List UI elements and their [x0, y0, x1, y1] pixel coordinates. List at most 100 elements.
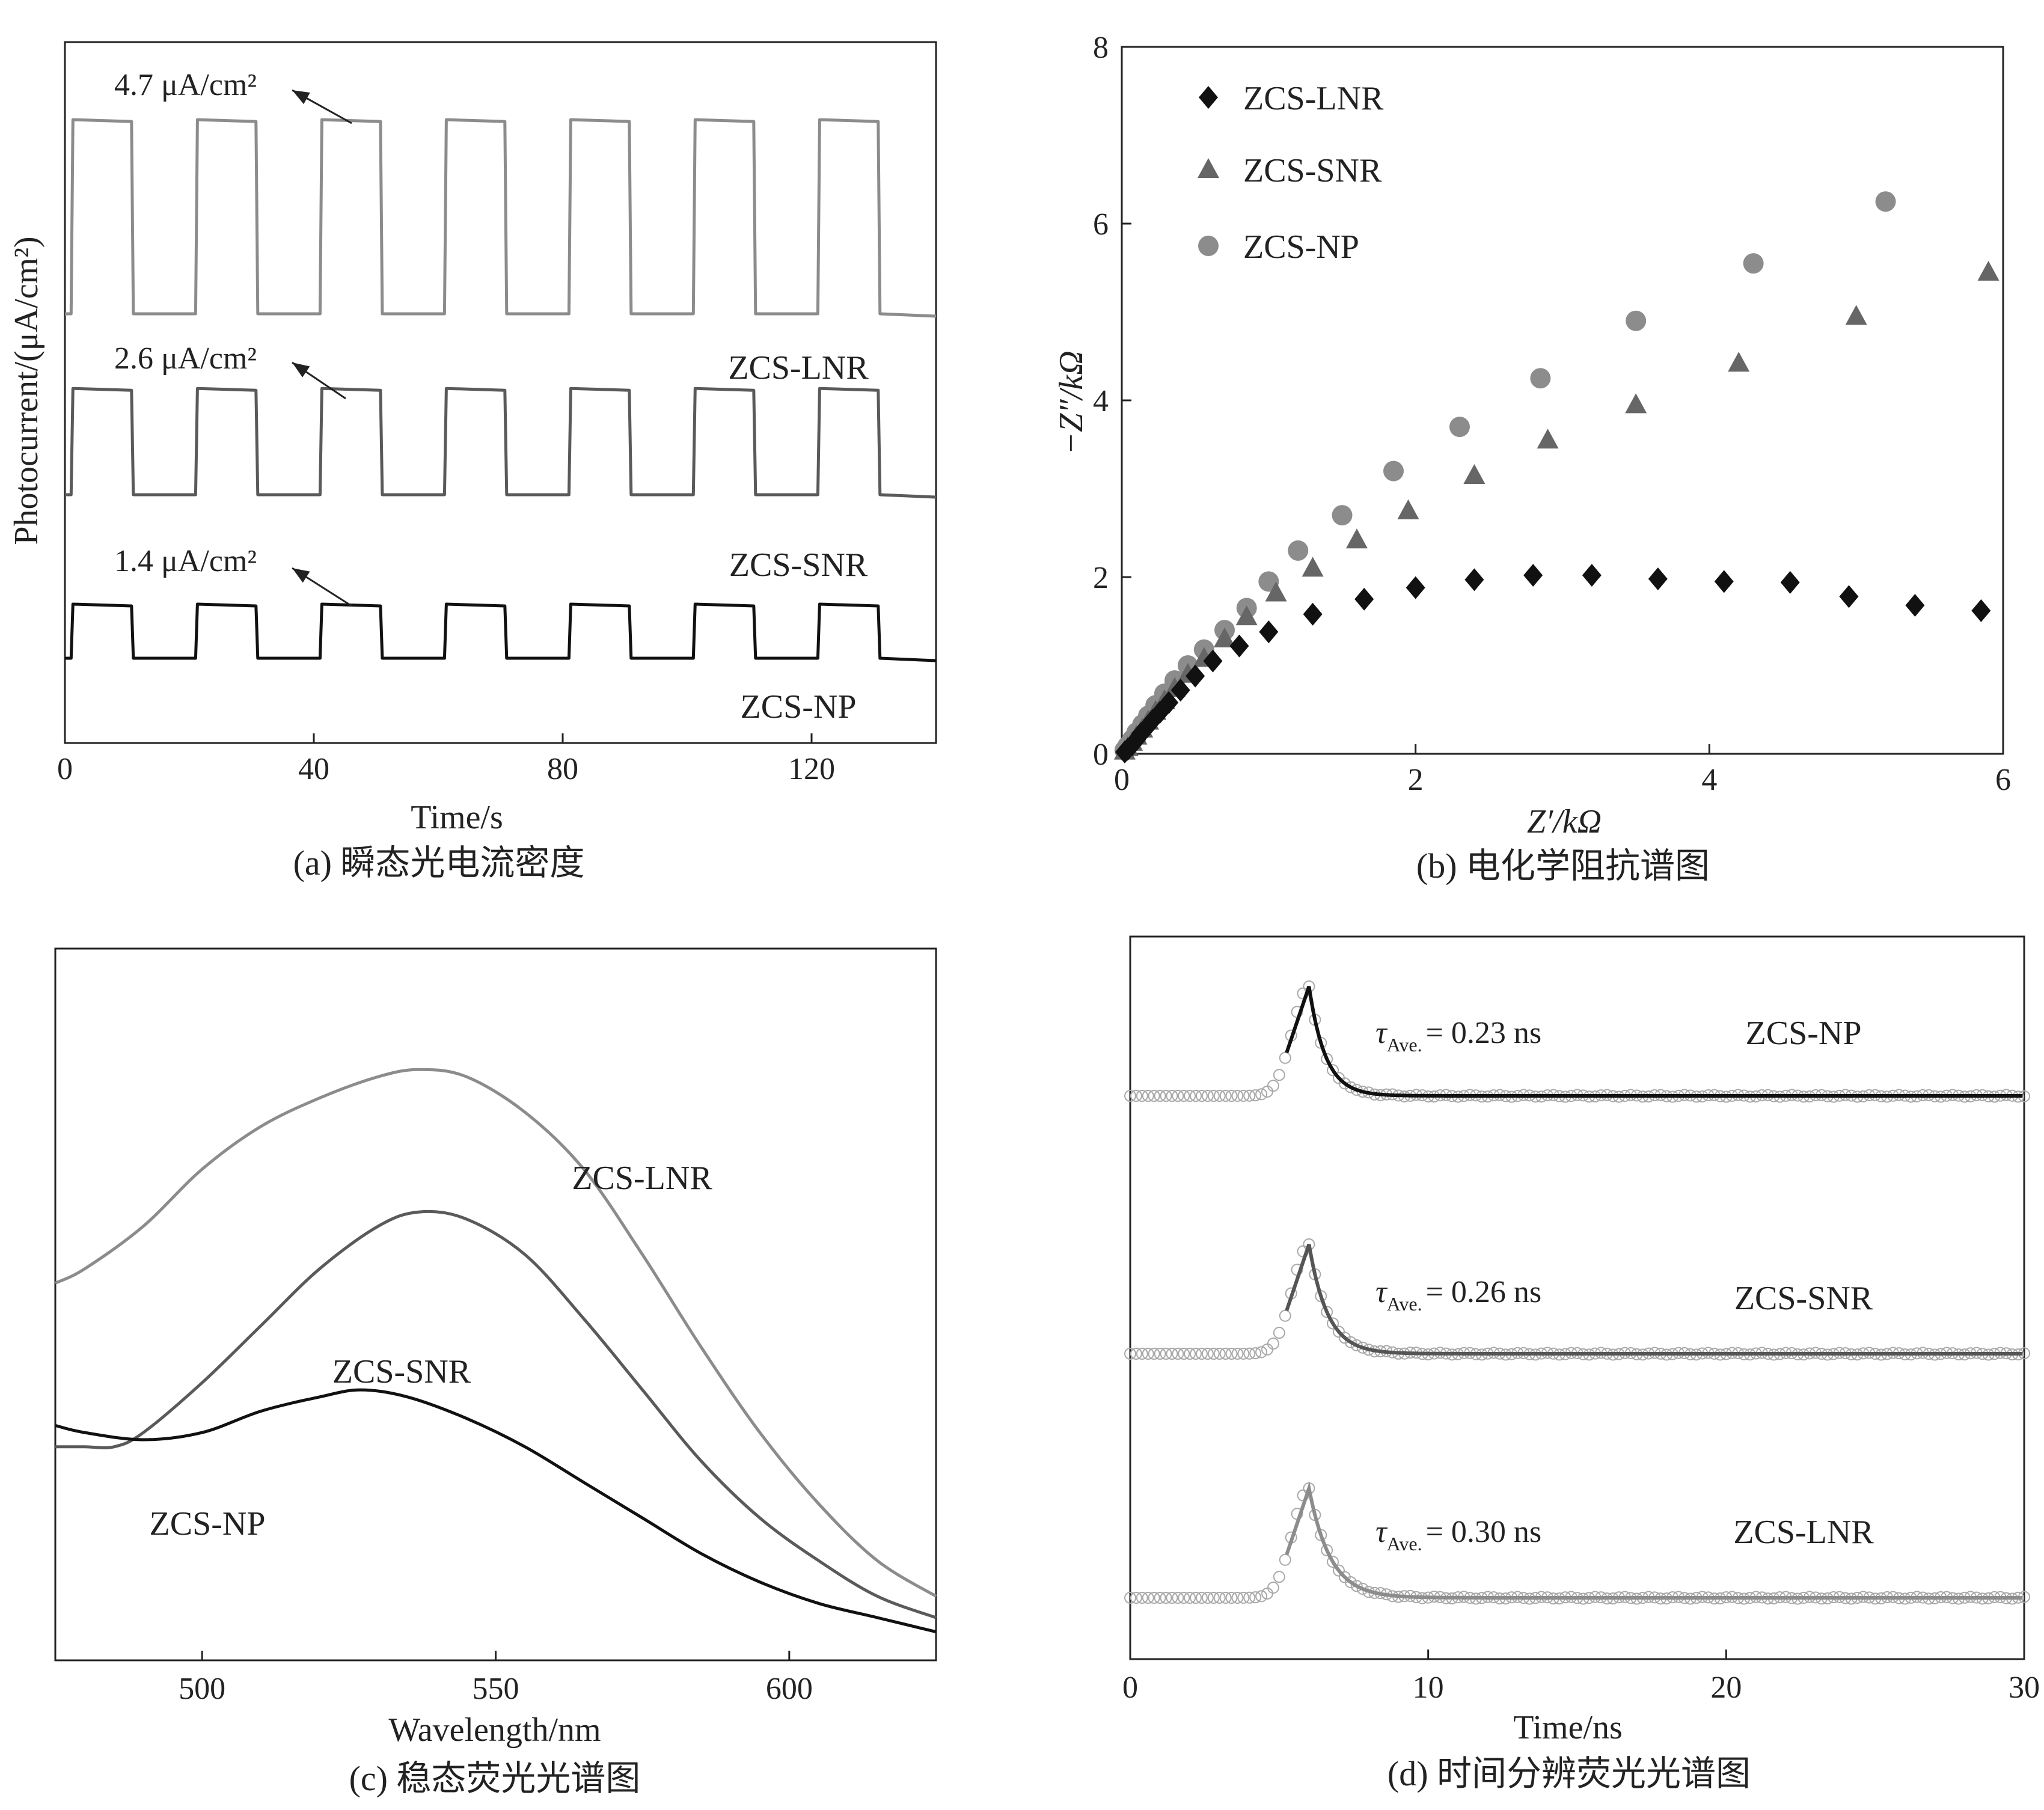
panel-b-point-zcs-lnr: [1523, 564, 1543, 587]
panel-b: 0 2 4 6 0 2 4 6 8 ZCS-LNR ZCS-SNR ZCS-NP Z′/kΩ −Z″…: [1053, 31, 2011, 885]
panel-d-data-point: [1267, 1338, 1279, 1350]
panel-a-frame: [64, 41, 937, 744]
panel-d-data-point: [1225, 1347, 1238, 1360]
panel-a-arrow-head: [292, 90, 310, 105]
panel-b-point-zcs-snr: [1537, 429, 1559, 449]
panel-b-point-zcs-np: [1626, 310, 1647, 331]
panel-d-data-point: [1321, 1306, 1333, 1318]
panel-d-x-tick-label: 30: [2009, 1671, 2040, 1705]
panel-d-data-point: [1231, 1089, 1244, 1102]
panel-d-data-point: [1190, 1348, 1202, 1360]
panel-d-data-point: [1124, 1090, 1136, 1102]
panel-b-point-zcs-lnr: [1303, 602, 1323, 626]
panel-d-data-point: [1350, 1339, 1363, 1351]
panel-d-data-point: [1273, 1327, 1285, 1339]
panel-b-legend-label: ZCS-NP: [1243, 228, 1359, 266]
panel-d-data-point: [1249, 1591, 1262, 1604]
panel-d-data-point: [1172, 1348, 1184, 1360]
panel-b-ylabel: −Z″/kΩ: [1053, 350, 1090, 454]
panel-d-data-point: [1255, 1088, 1268, 1101]
panel-b-legend-marker: [1199, 86, 1218, 109]
panel-d-data-point: [1130, 1090, 1142, 1102]
panel-b-point-zcs-lnr: [1905, 594, 1925, 617]
panel-a-value-label: 1.4 μA/cm²: [114, 544, 257, 578]
panel-d-data-point: [1195, 1348, 1208, 1360]
panel-d-data-point: [1154, 1592, 1166, 1604]
panel-d-data-point: [1344, 1081, 1357, 1093]
tau-symbol: τ: [1375, 1275, 1388, 1309]
panel-c-series-label: ZCS-NP: [150, 1505, 266, 1542]
panel-b-point-zcs-snr: [1845, 305, 1867, 325]
panel-d-data-point: [1136, 1090, 1148, 1102]
panel-d-data-point: [1166, 1592, 1178, 1604]
panel-b-point-zcs-snr: [1397, 499, 1419, 519]
panel-d-data-point: [1184, 1348, 1196, 1360]
panel-b-point-zcs-snr: [1625, 393, 1647, 414]
panel-c-x-tick-label: 500: [179, 1672, 225, 1706]
panel-c-frame: [54, 947, 937, 1662]
panel-d-data-point: [1243, 1347, 1256, 1360]
panel-d-data-point: [1207, 1592, 1220, 1604]
panel-b-point-zcs-lnr: [1464, 568, 1484, 592]
panel-a: 0 40 80 120 ZCS-LNR 4.7 μA/cm² ZCS-SNR 2.6 μA/…: [8, 41, 937, 882]
panel-a-series-zcs-snr: [65, 387, 937, 499]
panel-a-value-label: 4.7 μA/cm²: [114, 68, 257, 102]
panel-d-data-point: [1195, 1592, 1208, 1604]
panel-d-data-point: [1136, 1348, 1148, 1360]
panel-d-data-point: [1279, 1051, 1291, 1064]
panel-d-data-point: [1172, 1090, 1184, 1102]
panel-b-point-zcs-snr: [1463, 463, 1486, 484]
panel-d-data-point: [1124, 1348, 1136, 1360]
panel-b-point-zcs-lnr: [1229, 634, 1249, 658]
panel-d-series-label: ZCS-LNR: [1733, 1514, 1874, 1551]
panel-d-data-point: [1184, 1592, 1196, 1604]
panel-c-series-labels: ZCS-LNR ZCS-SNR ZCS-NP: [150, 1160, 713, 1542]
panel-d-data-point: [1321, 1053, 1333, 1065]
panel-b-point-zcs-np: [1449, 417, 1470, 438]
panel-d-data-point: [1344, 1336, 1357, 1348]
panel-d-data-point: [1142, 1592, 1154, 1604]
panel-a-series: [65, 118, 937, 662]
panel-b-xlabel: Z′/kΩ: [1527, 803, 1602, 840]
panel-d-data-point: [1273, 1571, 1285, 1583]
panel-d-data-point: [1225, 1089, 1238, 1102]
panel-d-data-point: [1267, 1582, 1279, 1594]
panel-c-series-zcs-np: [55, 1388, 937, 1634]
panel-b-y-tick-label: 8: [1093, 31, 1109, 65]
panel-b-point-zcs-lnr: [1354, 587, 1374, 611]
panel-d-data-point: [1160, 1090, 1172, 1102]
panel-b-legend-label: ZCS-SNR: [1243, 152, 1382, 189]
panel-d-data-point: [1231, 1347, 1244, 1360]
panel-b-point-zcs-lnr: [1780, 570, 1800, 594]
panel-d-data-point: [1231, 1591, 1244, 1604]
panel-b-point-zcs-np: [1875, 191, 1896, 212]
panel-b-legend-label: ZCS-LNR: [1243, 80, 1384, 117]
panel-b-point-zcs-snr: [1345, 528, 1368, 549]
panel-d-data-point: [1178, 1090, 1190, 1102]
panel-d-data-point: [1219, 1591, 1232, 1604]
panel-d-data-point: [1190, 1090, 1202, 1102]
panel-d-data-point: [1219, 1089, 1232, 1102]
panel-d-data-point: [1344, 1576, 1357, 1588]
panel-b-point-zcs-np: [1383, 460, 1404, 482]
panel-d-data-point: [1166, 1090, 1178, 1102]
panel-b-y-tick-label: 6: [1093, 207, 1109, 242]
panel-d-data-point: [1148, 1592, 1160, 1604]
panel-a-x-tick-label: 0: [57, 752, 73, 786]
panel-b-y-tick-label: 4: [1093, 384, 1109, 418]
panel-d-data-point: [1184, 1090, 1196, 1102]
panel-d-series-label: ZCS-SNR: [1734, 1280, 1873, 1317]
panel-d-tau-label: τAve. = 0.30 ns: [1375, 1515, 1541, 1555]
panel-b-point-zcs-snr: [1214, 627, 1236, 647]
panel-a-x-tick-label: 120: [788, 752, 835, 786]
panel-a-x-tick-label: 80: [547, 752, 578, 786]
panel-d-data-point: [1321, 1544, 1333, 1556]
panel-d-data-point: [1261, 1085, 1274, 1098]
panel-d-x-tick-label: 0: [1122, 1671, 1138, 1705]
panel-d-data-point: [1261, 1343, 1274, 1356]
panel-d-xlabel: Time/ns: [1513, 1709, 1623, 1746]
panel-d-x-ticks: 0 10 20 30: [1122, 1649, 2040, 1705]
panel-c-x-tick-label: 600: [766, 1672, 813, 1706]
panel-d-data-point: [1225, 1591, 1238, 1604]
